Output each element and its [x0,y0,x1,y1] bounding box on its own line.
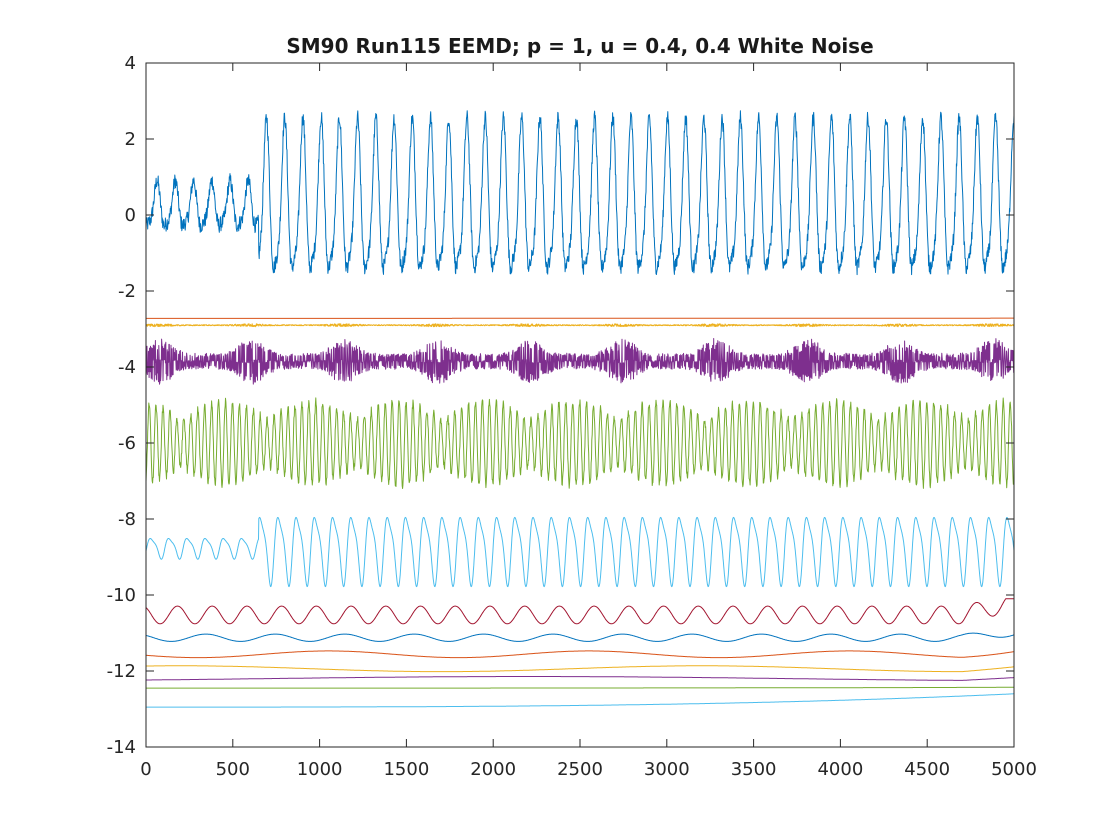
y-tick-label: -4 [118,357,136,378]
x-tick-label: 1500 [383,759,429,780]
y-axis: 4 2 0 -2 -4 -6 -8 -10 -12 -14 [107,53,1014,758]
x-tick-label: 3500 [731,759,777,780]
x-tick-label: 4500 [904,759,950,780]
plot-lines [145,110,1015,708]
x-tick-label: 0 [140,759,151,780]
x-tick-label: 500 [216,759,250,780]
series-line-13 [145,693,1015,708]
series-line-7 [145,598,1015,625]
series-line-10 [145,665,1015,673]
y-tick-label: 4 [125,53,136,74]
y-tick-label: -6 [118,433,136,454]
y-tick-label: -2 [118,281,136,302]
y-tick-label: 0 [125,205,136,226]
series-line-8 [145,632,1015,642]
x-tick-label: 5000 [991,759,1037,780]
series-line-9 [145,650,1015,659]
y-tick-label: -12 [107,661,136,682]
series-line-5 [145,397,1015,489]
series-line-11 [145,676,1015,681]
x-tick-label: 3000 [644,759,690,780]
y-tick-label: -14 [107,737,136,758]
series-line-3 [145,323,1015,328]
series-line-4 [145,338,1015,385]
x-tick-label: 2000 [470,759,516,780]
series-line-1 [145,110,1015,276]
x-tick-label: 1000 [297,759,343,780]
series-line-12 [145,686,1015,689]
y-tick-label: 2 [125,129,136,150]
y-tick-label: -10 [107,585,136,606]
x-tick-label: 4000 [817,759,863,780]
x-tick-label: 2500 [557,759,603,780]
series-line-6 [145,516,1015,588]
x-axis: 0 500 1000 1500 2000 2500 3000 3500 4000 4500 5000 [140,63,1037,780]
y-tick-label: -8 [118,509,136,530]
chart-title: SM90 Run115 EEMD; p = 1, u = 0.4, 0.4 Wh… [286,34,873,58]
